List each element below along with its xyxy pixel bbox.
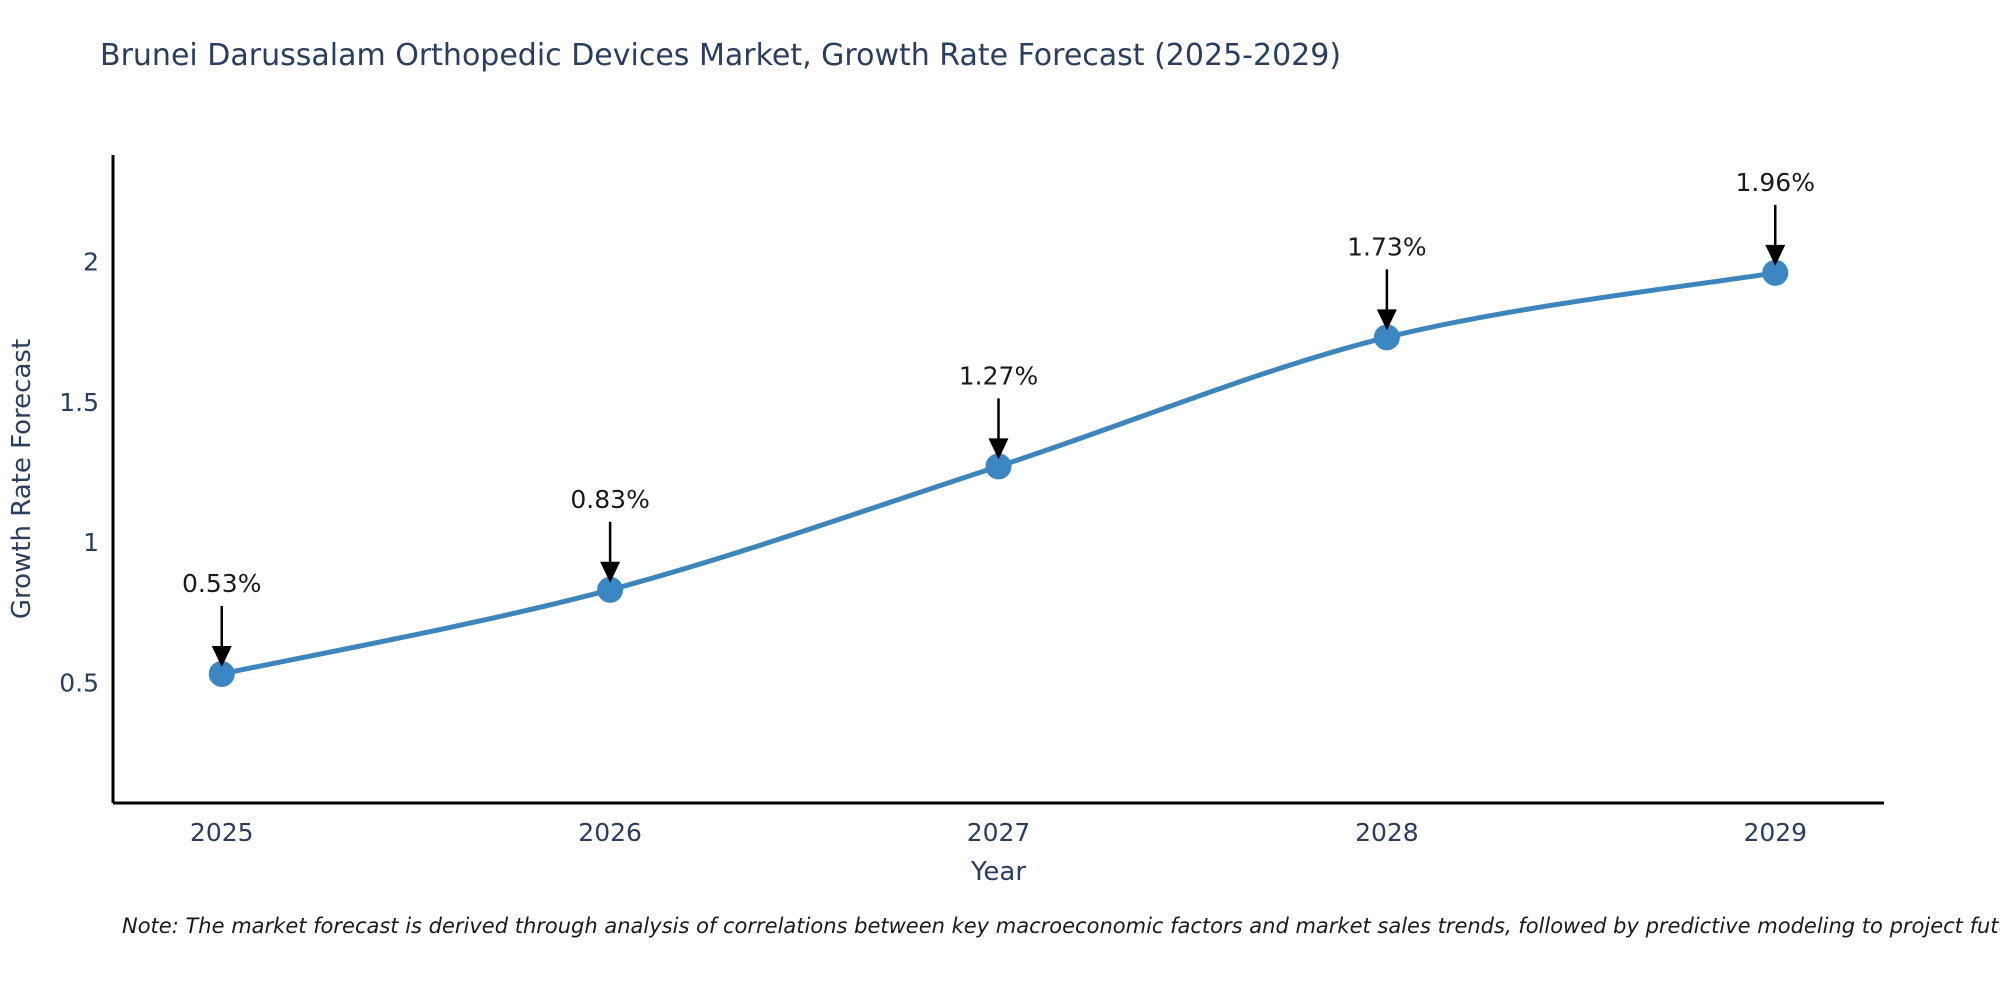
x-axis-tick-label: 2029: [1743, 818, 1807, 847]
data-point-annotations: 0.53% 0.83% 1.27% 1.73% 1.96%: [182, 168, 1815, 667]
x-axis-tick-labels: 2025 2026 2027 2028 2029: [190, 818, 1807, 847]
x-axis-title: Year: [970, 857, 1026, 887]
y-axis-tick-labels: 0.5 1 1.5 2: [59, 248, 99, 698]
x-axis-tick-label: 2027: [967, 818, 1031, 847]
axes-group: [111, 155, 1884, 805]
y-axis-tick-label: 2: [83, 248, 99, 277]
data-point-label: 0.53%: [182, 569, 261, 598]
data-point-label: 1.73%: [1347, 232, 1426, 261]
annotation-arrow-head: [600, 561, 621, 583]
data-point-label: 0.83%: [570, 485, 649, 514]
annotation-arrow-head: [1376, 309, 1397, 331]
data-point-markers: [208, 259, 1789, 687]
annotation-arrow-head: [211, 645, 232, 667]
data-point-label: 1.27%: [959, 361, 1038, 390]
x-axis-tick-label: 2026: [578, 818, 642, 847]
x-axis-tick-label: 2025: [190, 818, 254, 847]
y-axis-tick-label: 0.5: [59, 668, 99, 697]
y-axis-title: Growth Rate Forecast: [7, 339, 37, 619]
chart-title: Brunei Darussalam Orthopedic Devices Mar…: [100, 38, 1342, 73]
x-axis-tick-label: 2028: [1355, 818, 1419, 847]
y-axis-tick-label: 1.5: [59, 388, 99, 417]
data-point-label: 1.96%: [1736, 168, 1815, 197]
y-axis-tick-label: 1: [83, 528, 99, 557]
annotation-arrow-head: [988, 438, 1009, 460]
annotation-arrow-head: [1765, 244, 1786, 266]
chart-footnote: Note: The market forecast is derived thr…: [122, 914, 2000, 938]
